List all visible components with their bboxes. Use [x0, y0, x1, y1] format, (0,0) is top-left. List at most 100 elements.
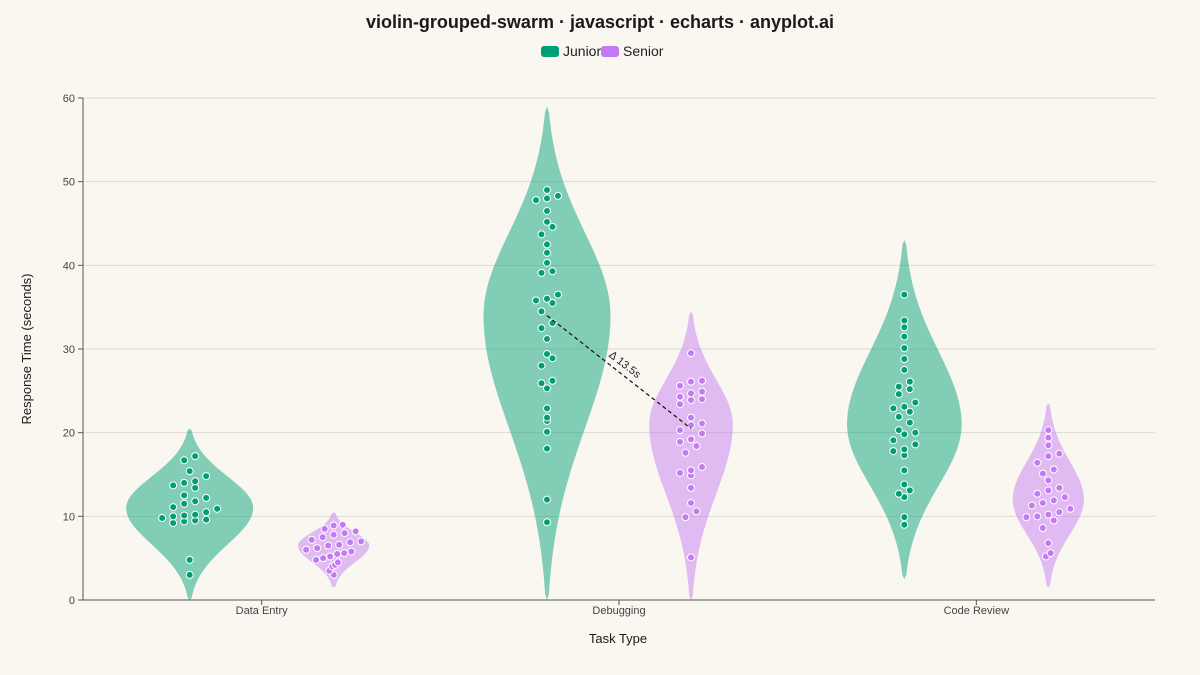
- swarm-point-senior[interactable]: [329, 521, 338, 530]
- swarm-point-senior[interactable]: [324, 541, 333, 550]
- swarm-point-senior[interactable]: [1044, 452, 1053, 461]
- swarm-point-junior[interactable]: [543, 350, 551, 359]
- swarm-point-junior[interactable]: [543, 444, 551, 453]
- swarm-point-junior[interactable]: [537, 268, 546, 277]
- swarm-point-senior[interactable]: [1038, 498, 1047, 507]
- swarm-point-junior[interactable]: [180, 478, 189, 487]
- swarm-point-junior[interactable]: [191, 497, 200, 506]
- swarm-point-junior[interactable]: [537, 379, 546, 388]
- swarm-point-junior[interactable]: [543, 404, 551, 413]
- swarm-point-junior[interactable]: [532, 296, 540, 305]
- swarm-point-senior[interactable]: [313, 544, 322, 553]
- swarm-point-senior[interactable]: [357, 537, 366, 546]
- swarm-point-senior[interactable]: [1044, 476, 1053, 485]
- violin-junior-0[interactable]: [126, 428, 254, 600]
- swarm-point-junior[interactable]: [900, 323, 909, 332]
- swarm-point-junior[interactable]: [894, 390, 903, 399]
- swarm-point-senior[interactable]: [676, 392, 684, 401]
- legend-swatch-0[interactable]: [541, 46, 559, 57]
- swarm-point-junior[interactable]: [548, 298, 557, 307]
- swarm-point-junior[interactable]: [554, 290, 562, 299]
- swarm-point-junior[interactable]: [543, 294, 551, 303]
- swarm-point-senior[interactable]: [1049, 496, 1058, 505]
- swarm-point-senior[interactable]: [687, 421, 695, 430]
- legend-label-0[interactable]: Junior: [563, 43, 601, 59]
- swarm-point-senior[interactable]: [1055, 483, 1064, 492]
- swarm-point-junior[interactable]: [900, 445, 909, 454]
- swarm-point-junior[interactable]: [543, 413, 551, 422]
- swarm-point-junior[interactable]: [191, 510, 200, 519]
- swarm-point-junior[interactable]: [185, 555, 194, 564]
- swarm-point-senior[interactable]: [676, 426, 684, 435]
- swarm-point-senior[interactable]: [687, 435, 695, 444]
- swarm-point-senior[interactable]: [326, 552, 335, 561]
- violin-senior-2[interactable]: [1012, 403, 1084, 588]
- swarm-point-junior[interactable]: [543, 334, 551, 343]
- swarm-point-junior[interactable]: [911, 440, 920, 449]
- swarm-point-junior[interactable]: [900, 513, 909, 522]
- swarm-point-junior[interactable]: [543, 186, 551, 195]
- swarm-point-junior[interactable]: [889, 447, 898, 456]
- swarm-point-senior[interactable]: [676, 468, 684, 477]
- swarm-point-senior[interactable]: [698, 462, 706, 471]
- swarm-point-senior[interactable]: [1049, 465, 1058, 474]
- swarm-point-junior[interactable]: [191, 477, 200, 486]
- swarm-point-junior[interactable]: [191, 483, 200, 492]
- swarm-point-senior[interactable]: [1027, 501, 1036, 510]
- swarm-point-junior[interactable]: [543, 258, 551, 267]
- swarm-point-senior[interactable]: [1033, 512, 1042, 521]
- swarm-point-senior[interactable]: [302, 545, 311, 554]
- swarm-point-junior[interactable]: [905, 407, 914, 416]
- swarm-point-junior[interactable]: [900, 290, 909, 299]
- swarm-point-junior[interactable]: [905, 418, 914, 427]
- swarm-point-junior[interactable]: [169, 481, 178, 490]
- swarm-point-senior[interactable]: [687, 483, 695, 492]
- swarm-point-junior[interactable]: [900, 332, 909, 341]
- swarm-point-junior[interactable]: [185, 570, 194, 579]
- swarm-point-junior[interactable]: [180, 499, 189, 508]
- swarm-point-senior[interactable]: [312, 555, 321, 564]
- swarm-point-senior[interactable]: [329, 530, 338, 539]
- swarm-point-senior[interactable]: [320, 524, 329, 533]
- swarm-point-senior[interactable]: [676, 400, 684, 409]
- swarm-point-junior[interactable]: [213, 504, 222, 513]
- swarm-point-junior[interactable]: [905, 377, 914, 386]
- swarm-point-junior[interactable]: [543, 217, 551, 226]
- swarm-point-senior[interactable]: [1044, 426, 1053, 435]
- swarm-point-senior[interactable]: [1022, 513, 1031, 522]
- swarm-point-junior[interactable]: [537, 324, 546, 333]
- swarm-point-junior[interactable]: [180, 456, 189, 465]
- swarm-point-junior[interactable]: [202, 508, 211, 517]
- swarm-point-senior[interactable]: [1044, 441, 1053, 450]
- swarm-point-senior[interactable]: [1038, 469, 1047, 478]
- swarm-point-senior[interactable]: [698, 395, 706, 404]
- swarm-point-senior[interactable]: [1055, 449, 1064, 458]
- swarm-point-senior[interactable]: [676, 381, 684, 390]
- swarm-point-junior[interactable]: [180, 511, 189, 520]
- swarm-point-senior[interactable]: [318, 533, 327, 542]
- violin-senior-1[interactable]: [649, 311, 733, 600]
- swarm-point-senior[interactable]: [1044, 539, 1053, 548]
- swarm-point-senior[interactable]: [307, 535, 316, 544]
- swarm-point-senior[interactable]: [347, 547, 356, 556]
- swarm-point-junior[interactable]: [894, 489, 903, 498]
- swarm-point-senior[interactable]: [681, 513, 690, 522]
- swarm-point-junior[interactable]: [202, 493, 211, 502]
- swarm-point-junior[interactable]: [548, 222, 557, 231]
- swarm-point-junior[interactable]: [532, 196, 540, 205]
- swarm-point-junior[interactable]: [191, 452, 200, 461]
- swarm-point-senior[interactable]: [1033, 489, 1042, 498]
- swarm-point-junior[interactable]: [554, 191, 562, 200]
- swarm-point-junior[interactable]: [911, 428, 920, 437]
- swarm-point-senior[interactable]: [1033, 458, 1042, 467]
- swarm-point-senior[interactable]: [687, 413, 695, 422]
- swarm-point-senior[interactable]: [698, 387, 706, 396]
- swarm-point-senior[interactable]: [687, 553, 695, 562]
- swarm-point-senior[interactable]: [681, 448, 690, 457]
- swarm-point-junior[interactable]: [158, 514, 167, 523]
- swarm-point-senior[interactable]: [333, 558, 342, 567]
- swarm-point-junior[interactable]: [900, 316, 909, 325]
- swarm-point-junior[interactable]: [905, 385, 914, 394]
- swarm-point-junior[interactable]: [911, 398, 920, 407]
- swarm-point-junior[interactable]: [169, 519, 178, 528]
